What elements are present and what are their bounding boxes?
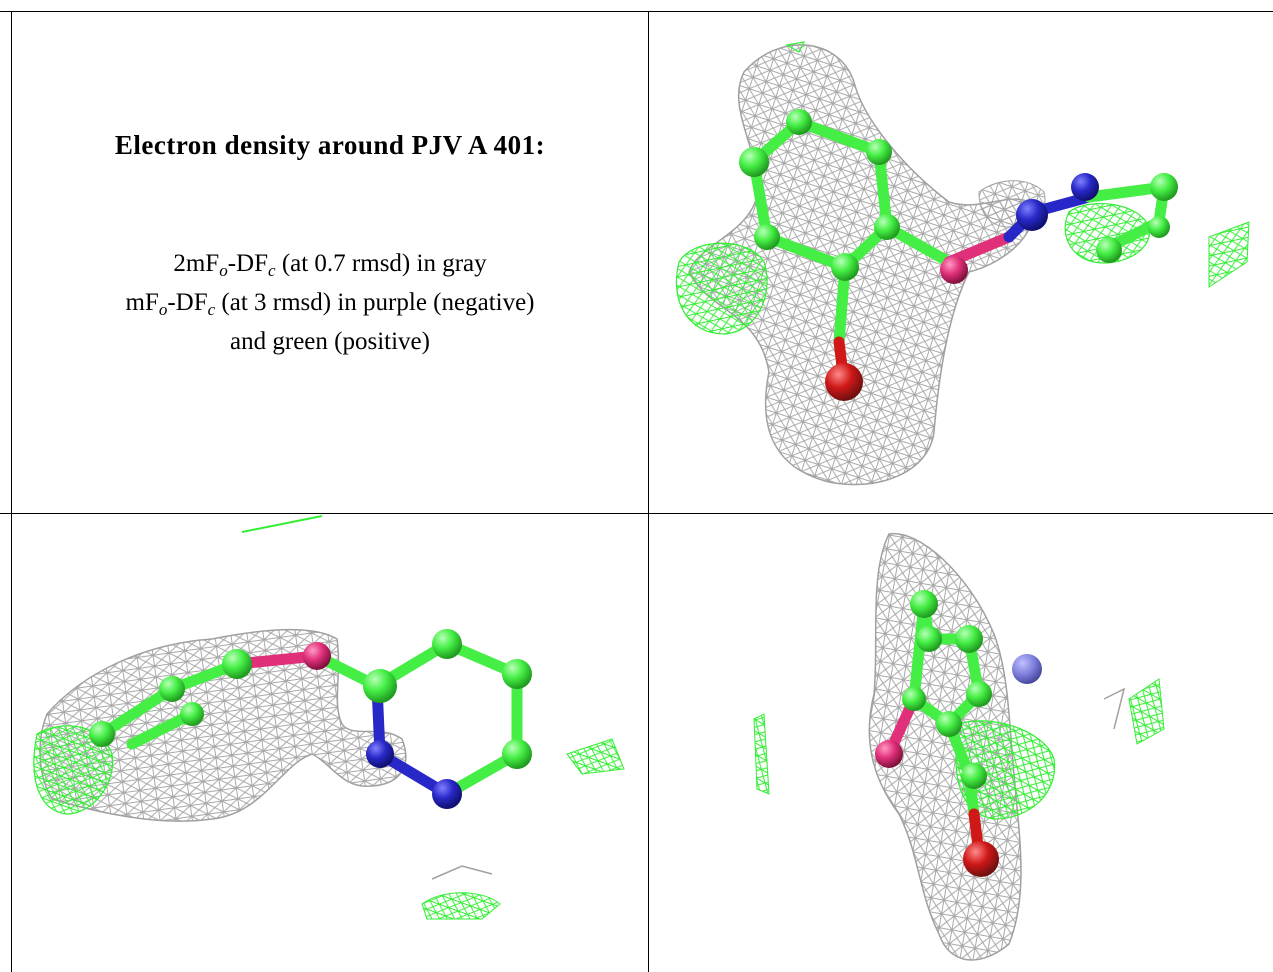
green-density-fragment-top xyxy=(785,41,806,53)
caption-line1-sub-c: c xyxy=(268,261,276,280)
caption-line2-post: (at 3 rmsd) in purple (negative) xyxy=(215,289,535,316)
density-render-2 xyxy=(33,515,625,920)
border-top xyxy=(0,11,1273,12)
caption-line-fo: mFo-DFc (at 3 rmsd) in purple (negative) xyxy=(12,283,648,322)
molecule-atoms xyxy=(875,590,1042,877)
green-density-blob-right xyxy=(1064,202,1150,264)
density-view-top-right xyxy=(649,12,1273,513)
caption-line2-sub-c: c xyxy=(207,300,216,319)
green-density-fragment-right xyxy=(1128,678,1165,745)
green-density-fragment-bottom xyxy=(421,892,501,920)
caption-line-2fo: 2mFo-DFc (at 0.7 rmsd) in gray xyxy=(12,244,648,283)
border-middle-horizontal xyxy=(0,513,1273,514)
caption-line2-sub-o: o xyxy=(158,300,168,319)
caption-line2-pre: mF xyxy=(125,289,159,316)
caption-line-green: and green (positive) xyxy=(230,328,430,355)
caption-title: Electron density around PJV A 401: xyxy=(114,130,546,160)
border-left xyxy=(11,11,12,972)
green-density-fragment-top xyxy=(241,515,323,533)
green-density-fragment-left xyxy=(753,713,770,795)
density-render-1 xyxy=(675,41,1250,486)
caption-line1-sub-o: o xyxy=(219,261,228,280)
density-render-3 xyxy=(753,532,1165,961)
density-view-bottom-left xyxy=(12,514,648,972)
gray-density-fragment-bottom xyxy=(431,865,493,880)
border-middle-vertical xyxy=(648,11,649,972)
caption-line1-mid: -DF xyxy=(227,250,269,277)
caption-line2-mid: -DF xyxy=(167,289,208,316)
molecule-atoms xyxy=(89,629,532,809)
caption-panel: Electron density around PJV A 401: 2mFo-… xyxy=(12,12,648,513)
green-density-blob-left xyxy=(33,725,114,815)
green-density-fragment-right xyxy=(566,738,625,775)
green-density-blob-left xyxy=(675,242,768,335)
caption-line1-post: (at 0.7 rmsd) in gray xyxy=(275,250,487,277)
green-density-blob-center xyxy=(955,720,1056,820)
green-density-fragment-far xyxy=(1208,221,1250,288)
molecule-atoms xyxy=(739,109,1178,401)
gray-density-fragment-right xyxy=(1103,687,1126,730)
caption-legend: 2mFo-DFc (at 0.7 rmsd) in gray mFo-DFc (… xyxy=(12,244,648,361)
caption-line1-pre: 2mF xyxy=(173,250,220,277)
density-view-bottom-right xyxy=(649,514,1273,972)
